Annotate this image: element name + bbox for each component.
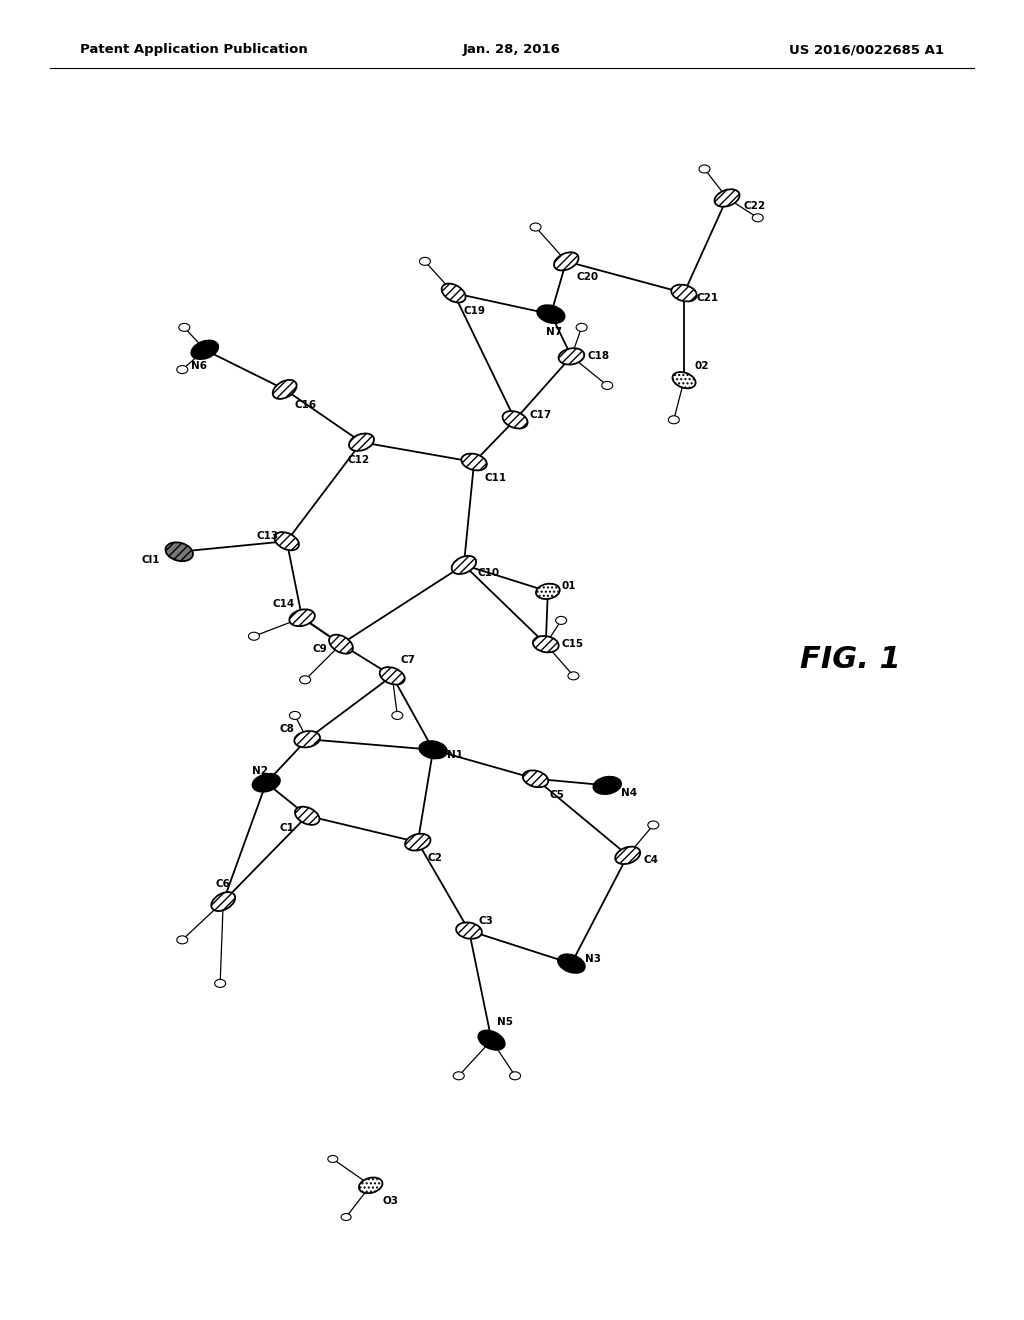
Ellipse shape <box>556 616 566 624</box>
Ellipse shape <box>715 189 739 207</box>
Ellipse shape <box>452 556 476 574</box>
Ellipse shape <box>669 416 679 424</box>
Ellipse shape <box>295 807 319 825</box>
Ellipse shape <box>166 543 193 561</box>
Text: C6: C6 <box>215 879 230 888</box>
Text: N6: N6 <box>190 360 207 371</box>
Ellipse shape <box>672 285 696 301</box>
Text: C17: C17 <box>529 409 551 420</box>
Text: C8: C8 <box>280 725 294 734</box>
Ellipse shape <box>558 348 585 364</box>
Ellipse shape <box>191 341 218 359</box>
Ellipse shape <box>392 711 402 719</box>
Ellipse shape <box>274 532 299 550</box>
Text: N4: N4 <box>622 788 637 799</box>
Ellipse shape <box>179 323 189 331</box>
Text: C11: C11 <box>484 473 506 483</box>
Text: C3: C3 <box>479 916 494 925</box>
Ellipse shape <box>510 1072 520 1080</box>
Text: C2: C2 <box>428 853 442 863</box>
Text: C5: C5 <box>550 789 564 800</box>
Ellipse shape <box>211 892 236 911</box>
Text: C10: C10 <box>478 568 500 578</box>
Text: 02: 02 <box>694 362 709 371</box>
Ellipse shape <box>406 834 430 850</box>
Text: C16: C16 <box>295 400 316 411</box>
Ellipse shape <box>177 936 187 944</box>
Text: C21: C21 <box>696 293 718 304</box>
Ellipse shape <box>615 846 640 865</box>
Ellipse shape <box>532 636 559 652</box>
Text: C19: C19 <box>464 306 485 315</box>
Text: 01: 01 <box>562 581 577 591</box>
Ellipse shape <box>478 1031 505 1049</box>
Ellipse shape <box>648 821 658 829</box>
Text: C12: C12 <box>347 455 370 465</box>
Ellipse shape <box>558 954 585 973</box>
Text: C22: C22 <box>743 201 765 211</box>
Text: N1: N1 <box>447 750 463 760</box>
Ellipse shape <box>215 979 225 987</box>
Ellipse shape <box>300 676 310 684</box>
Ellipse shape <box>454 1072 464 1080</box>
Text: N3: N3 <box>586 953 601 964</box>
Ellipse shape <box>380 667 404 685</box>
Ellipse shape <box>349 433 374 451</box>
Text: Patent Application Publication: Patent Application Publication <box>80 44 308 57</box>
Ellipse shape <box>419 741 447 759</box>
Ellipse shape <box>341 1213 351 1221</box>
Ellipse shape <box>329 635 353 653</box>
Text: US 2016/0022685 A1: US 2016/0022685 A1 <box>790 44 944 57</box>
Text: C18: C18 <box>588 351 609 362</box>
Ellipse shape <box>290 610 314 626</box>
Ellipse shape <box>441 284 466 302</box>
Text: C1: C1 <box>280 822 294 833</box>
Ellipse shape <box>673 372 695 388</box>
Ellipse shape <box>699 165 710 173</box>
Text: C9: C9 <box>313 644 328 655</box>
Ellipse shape <box>177 366 187 374</box>
Text: C7: C7 <box>400 655 415 665</box>
Ellipse shape <box>328 1155 338 1163</box>
Text: C4: C4 <box>644 855 658 866</box>
Ellipse shape <box>294 731 321 747</box>
Text: FIG. 1: FIG. 1 <box>800 645 901 675</box>
Text: N5: N5 <box>497 1018 513 1027</box>
Ellipse shape <box>577 323 587 331</box>
Ellipse shape <box>593 776 622 795</box>
Text: N7: N7 <box>546 327 562 337</box>
Ellipse shape <box>253 774 280 792</box>
Ellipse shape <box>753 214 763 222</box>
Ellipse shape <box>420 257 430 265</box>
Ellipse shape <box>602 381 612 389</box>
Ellipse shape <box>272 380 297 399</box>
Text: O3: O3 <box>383 1196 398 1206</box>
Text: C14: C14 <box>272 599 294 609</box>
Ellipse shape <box>538 305 564 323</box>
Text: Jan. 28, 2016: Jan. 28, 2016 <box>463 44 561 57</box>
Ellipse shape <box>290 711 300 719</box>
Ellipse shape <box>503 411 527 429</box>
Text: N2: N2 <box>252 766 268 776</box>
Ellipse shape <box>554 252 579 271</box>
Ellipse shape <box>456 923 482 939</box>
Ellipse shape <box>568 672 579 680</box>
Text: C15: C15 <box>562 639 584 649</box>
Ellipse shape <box>249 632 259 640</box>
Ellipse shape <box>536 583 560 599</box>
Ellipse shape <box>523 771 548 787</box>
Ellipse shape <box>530 223 541 231</box>
Ellipse shape <box>462 454 486 470</box>
Text: C13: C13 <box>257 531 279 541</box>
Ellipse shape <box>359 1177 382 1193</box>
Text: Cl1: Cl1 <box>141 554 160 565</box>
Text: C20: C20 <box>577 272 598 282</box>
